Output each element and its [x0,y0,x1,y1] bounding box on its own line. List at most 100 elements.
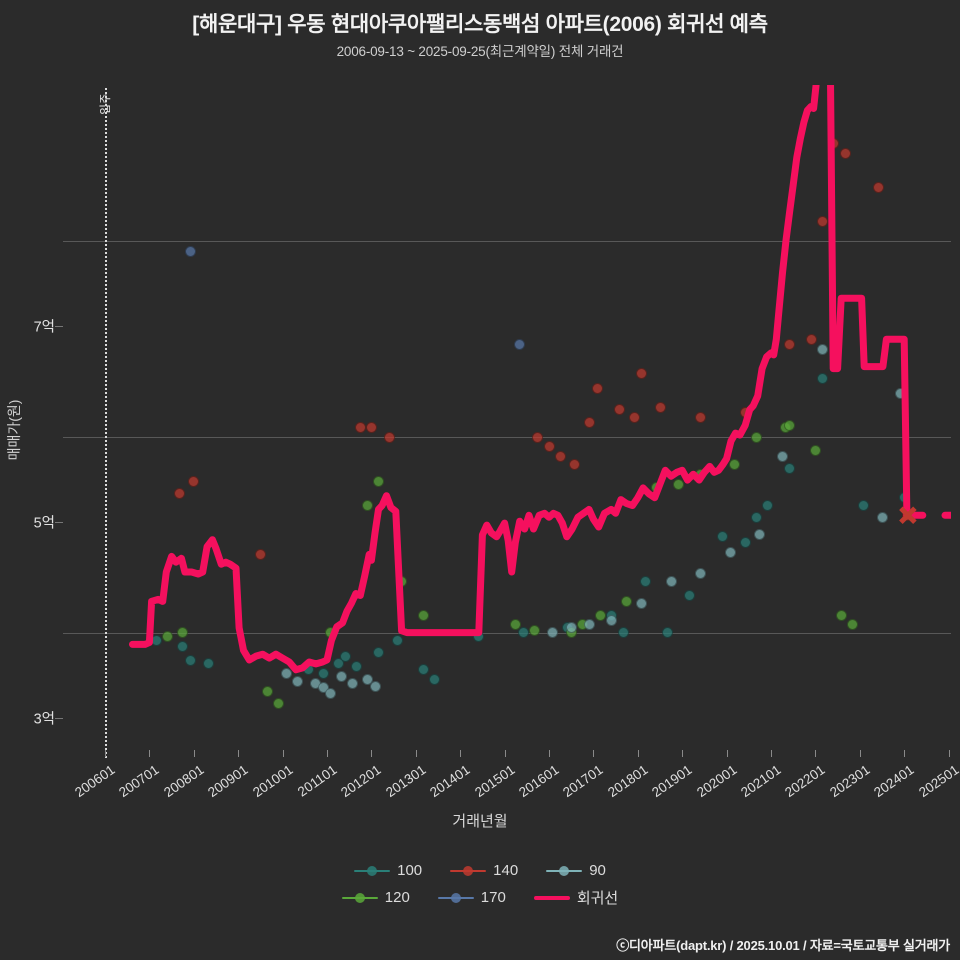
scatter-point [528,625,540,637]
x-tick-label: 201001 [249,762,296,801]
x-tick-mark [149,750,151,757]
scatter-point [613,404,625,416]
scatter-point [784,462,795,474]
legend-swatch-icon [341,891,378,905]
scatter-point [340,650,351,662]
scatter-point [639,576,651,588]
chart-legend: 100 140 90 120 170 회귀선 [0,862,960,908]
chart-subtitle: 2006-09-13 ~ 2025-09-25(최근계약일) 전체 거래건 [336,44,624,59]
legend-swatch-icon [546,864,583,878]
move-in-label: 입주 [100,93,112,115]
regression-path [129,85,927,674]
x-tick-label: 201201 [338,762,384,801]
scatter-point [876,511,888,523]
scatter-point [317,681,329,693]
scatter-point [362,674,374,686]
scatter-point [428,674,440,686]
x-tick-mark [105,750,106,757]
scatter-point [373,475,385,487]
scatter-point [654,402,666,414]
scatter-point [846,619,858,631]
legend-item-170[interactable]: 170 [437,889,506,906]
gridline [63,241,951,243]
x-tick-mark [282,750,284,757]
scatter-point [184,654,196,666]
scatter-point [591,382,603,394]
legend-swatch-icon [533,891,570,905]
gridline [63,437,951,439]
scatter-point [291,676,303,688]
scatter-point [661,627,673,639]
legend-item-140[interactable]: 140 [450,862,518,879]
prediction-x-stroke [899,506,917,525]
scatter-point [384,431,396,443]
scatter-point [262,685,274,697]
scatter-point [336,671,348,683]
scatter-point [636,597,647,609]
x-tick-mark [327,750,328,757]
scatter-point [776,451,788,463]
legend-label: 120 [384,889,410,906]
x-tick-label: 200601 [72,762,118,801]
scatter-point [858,500,869,511]
scatter-point [835,609,847,621]
scatter-point [739,537,751,549]
scatter-point [606,615,618,627]
scatter-point [184,245,196,257]
scatter-point [673,478,684,490]
scatter-point [817,372,829,384]
scatter-point [203,658,215,670]
legend-swatch-icon [354,864,391,878]
x-tick-mark [238,750,240,757]
x-tick-label: 201901 [649,762,695,801]
x-axis: 200601 200701 200801 200901 201001 201101 2012… [0,750,960,870]
x-tick-mark [859,750,861,757]
plot-area [63,85,951,750]
x-tick-label: 200901 [205,762,251,801]
x-tick-mark [549,750,550,757]
legend-swatch-icon [437,891,474,905]
scatter-point [621,595,633,607]
scatter-point [784,338,795,350]
x-tick-label: 201801 [604,762,651,801]
legend-item-90[interactable]: 90 [546,862,606,879]
scatter-point [665,576,677,588]
scatter-point [532,431,544,443]
scatter-point [684,589,696,601]
scatter-point [817,343,829,355]
x-tick-mark [371,750,373,757]
scatter-point [839,147,851,159]
x-tick-mark [415,750,417,757]
scatter-point [565,622,577,634]
scatter-point [695,568,707,580]
legend-label: 100 [397,862,423,879]
legend-item-회귀선[interactable]: 회귀선 [533,887,618,908]
scatter-point [784,419,795,431]
scatter-point [362,500,374,511]
x-tick-mark [904,750,906,757]
x-tick-label: 202301 [826,762,873,801]
scatter-point [173,488,185,500]
legend-label: 90 [589,862,606,879]
scatter-point [254,548,266,560]
scatter-point [510,619,522,631]
x-tick-label: 201701 [560,762,606,801]
y-tick-label: 5억 [33,515,55,532]
legend-swatch-icon [450,864,487,878]
move-in-line [105,88,107,758]
scatter-point [162,631,174,643]
scatter-point [595,609,607,621]
scatter-point [347,678,359,689]
x-tick-mark [815,750,817,757]
x-tick-label: 201101 [294,762,340,800]
scatter-point [354,421,366,433]
scatter-point [617,627,629,639]
scatter-point [373,646,385,658]
scatter-point [517,627,529,639]
legend-item-100[interactable]: 100 [354,862,422,879]
x-tick-mark [460,750,462,757]
legend-item-120[interactable]: 120 [341,889,410,906]
y-tick-label: 3억 [33,711,55,728]
footer-credit: ⓒ디아파트(dapt.kr) / 2025.10.01 / 자료=국토교통부 실… [616,938,950,953]
x-tick-label: 202501 [915,762,960,801]
